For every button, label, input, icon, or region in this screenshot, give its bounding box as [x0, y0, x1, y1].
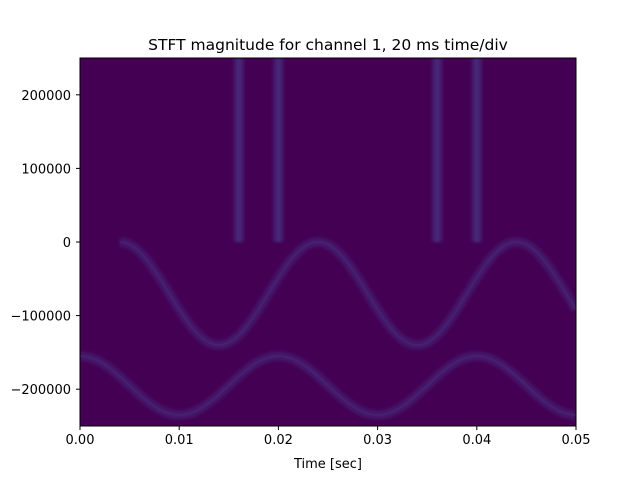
- x-tick-label: 0.02: [264, 433, 293, 448]
- spectrogram-features: [80, 58, 576, 420]
- y-tick-label: 200000: [21, 89, 71, 104]
- sinusoid-trace-core-2: [80, 355, 576, 416]
- x-tick-label: 0.01: [165, 433, 194, 448]
- sinusoid-trace-core-1: [119, 241, 576, 347]
- y-axis: 200000 100000 0 −100000 −200000: [10, 89, 80, 398]
- x-axis: 0.00 0.01 0.02 0.03 0.04 0.05: [66, 426, 591, 448]
- vertical-band-core-4: [474, 58, 479, 242]
- y-tick-label: −200000: [10, 383, 71, 398]
- chart-title: STFT magnitude for channel 1, 20 ms time…: [148, 36, 508, 54]
- x-tick-label: 0.03: [363, 433, 392, 448]
- y-tick-label: 100000: [21, 162, 71, 177]
- y-tick-label: 0: [63, 236, 71, 251]
- x-tick-label: 0.04: [462, 433, 491, 448]
- vertical-band-core-2: [276, 58, 281, 242]
- x-tick-label: 0.00: [66, 433, 95, 448]
- y-tick-label: −100000: [10, 310, 71, 325]
- vertical-band-core-3: [435, 58, 440, 242]
- x-tick-label: 0.05: [562, 433, 591, 448]
- x-axis-label: Time [sec]: [293, 457, 362, 472]
- vertical-band-core-1: [236, 58, 241, 242]
